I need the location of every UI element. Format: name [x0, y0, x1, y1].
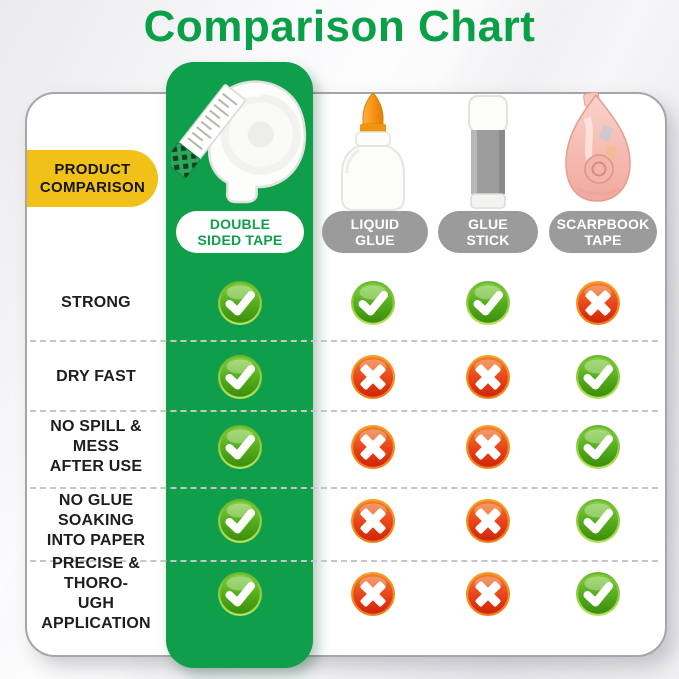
check-icon	[217, 354, 263, 400]
cross-icon	[465, 571, 511, 617]
check-icon	[217, 571, 263, 617]
check-icon	[575, 424, 621, 470]
product-comparison-badge: PRODUCT COMPARISON	[27, 150, 158, 207]
row-label-5: PRECISE & THORO- UGH APPLICATION	[41, 555, 151, 632]
check-icon	[350, 280, 396, 326]
page-title: Comparison Chart	[143, 2, 536, 51]
cross-icon	[465, 354, 511, 400]
cross-icon	[350, 571, 396, 617]
row-label-1: STRONG	[61, 294, 131, 311]
double-sided-tape-dispenser-icon	[171, 70, 312, 208]
cross-icon	[350, 498, 396, 544]
column-header-scarpbook-tape: SCARPBOOK TAPE	[549, 211, 657, 253]
cross-icon	[465, 498, 511, 544]
row-separator-2	[30, 410, 658, 412]
liquid-glue-bottle-icon	[333, 91, 413, 213]
cross-icon	[350, 424, 396, 470]
row-separator-4	[30, 560, 658, 562]
check-icon	[217, 498, 263, 544]
check-icon	[575, 571, 621, 617]
column-header-double-sided-tape: DOUBLE SIDED TAPE	[176, 211, 304, 253]
glue-stick-icon	[463, 94, 513, 210]
row-label-3: NO SPILL & MESS AFTER USE	[49, 418, 143, 475]
row-label-2: DRY FAST	[56, 368, 136, 385]
check-icon	[575, 498, 621, 544]
cross-icon	[575, 280, 621, 326]
cross-icon	[465, 424, 511, 470]
row-separator-1	[30, 340, 658, 342]
scrapbook-tape-runner-icon	[557, 88, 639, 208]
row-label-4: NO GLUE SOAKING INTO PAPER	[46, 492, 146, 549]
column-header-glue-stick: GLUE STICK	[438, 211, 538, 253]
check-icon	[217, 280, 263, 326]
row-separator-3	[30, 487, 658, 489]
cross-icon	[350, 354, 396, 400]
check-icon	[217, 424, 263, 470]
column-header-liquid-glue: LIQUID GLUE	[322, 211, 428, 253]
check-icon	[575, 354, 621, 400]
check-icon	[465, 280, 511, 326]
